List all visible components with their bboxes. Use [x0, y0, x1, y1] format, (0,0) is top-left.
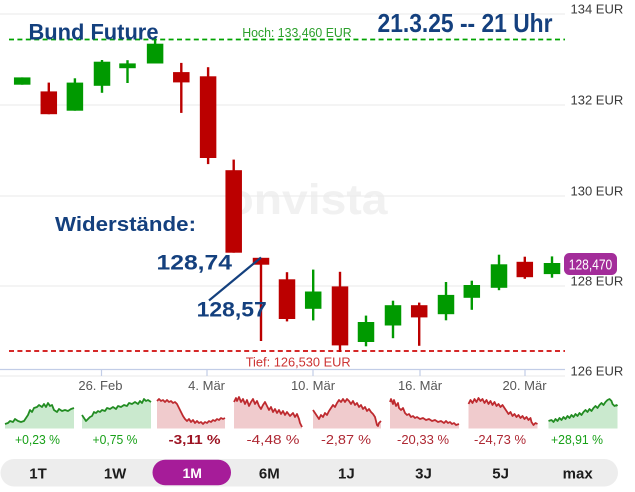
- svg-text:Bund Future: Bund Future: [29, 20, 159, 45]
- svg-text:-20,33 %: -20,33 %: [397, 433, 449, 447]
- svg-text:20. Mär: 20. Mär: [502, 378, 547, 393]
- svg-text:16. Mär: 16. Mär: [398, 378, 443, 393]
- svg-text:26. Feb: 26. Feb: [78, 378, 122, 393]
- svg-text:+28,91 %: +28,91 %: [551, 433, 603, 447]
- svg-text:128,57: 128,57: [197, 299, 267, 322]
- svg-text:onvista: onvista: [226, 177, 388, 224]
- svg-text:3J: 3J: [415, 466, 432, 483]
- svg-text:-3,11 %: -3,11 %: [169, 433, 221, 447]
- svg-text:-4,48 %: -4,48 %: [247, 433, 300, 447]
- svg-text:130 EUR: 130 EUR: [571, 184, 624, 199]
- svg-text:Tief: 126,530 EUR: Tief: 126,530 EUR: [246, 354, 351, 369]
- svg-text:132 EUR: 132 EUR: [571, 93, 624, 108]
- svg-text:10. Mär: 10. Mär: [291, 378, 336, 393]
- svg-text:134 EUR: 134 EUR: [571, 2, 624, 17]
- svg-text:1J: 1J: [338, 466, 355, 483]
- svg-text:-24,73 %: -24,73 %: [474, 433, 526, 447]
- svg-text:128,470: 128,470: [569, 257, 613, 273]
- svg-text:Hoch: 133,460 EUR: Hoch: 133,460 EUR: [242, 25, 352, 40]
- svg-text:Widerstände:: Widerstände:: [55, 214, 196, 236]
- svg-text:1M: 1M: [182, 465, 201, 481]
- svg-text:+0,23 %: +0,23 %: [15, 433, 60, 447]
- svg-text:128 EUR: 128 EUR: [571, 274, 624, 289]
- svg-text:21.3.25 -- 21 Uhr: 21.3.25 -- 21 Uhr: [378, 10, 553, 38]
- svg-text:5J: 5J: [492, 466, 509, 483]
- svg-text:6M: 6M: [259, 466, 280, 483]
- svg-text:1T: 1T: [29, 466, 47, 483]
- svg-text:4. Mär: 4. Mär: [188, 378, 226, 393]
- svg-text:128,74: 128,74: [157, 251, 233, 274]
- svg-text:+0,75 %: +0,75 %: [93, 433, 138, 447]
- svg-text:126 EUR: 126 EUR: [571, 364, 624, 379]
- svg-text:1W: 1W: [104, 466, 127, 483]
- svg-text:-2,87 %: -2,87 %: [321, 433, 371, 447]
- svg-text:max: max: [563, 466, 594, 483]
